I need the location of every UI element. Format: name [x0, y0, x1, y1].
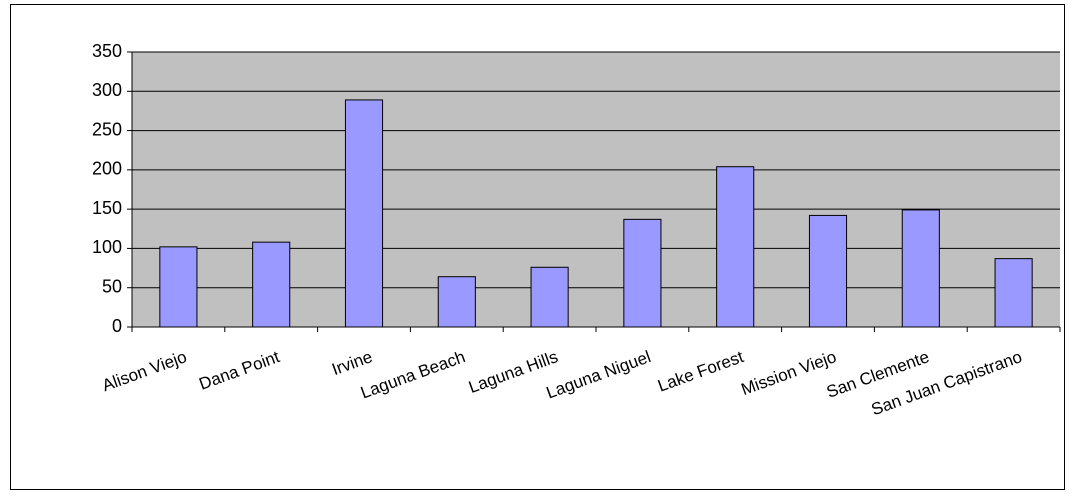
bar	[994, 258, 1033, 328]
y-tick-label: 100	[92, 237, 122, 257]
y-tick-label: 300	[92, 80, 122, 100]
y-tick-label: 50	[102, 276, 122, 296]
y-tick-label: 200	[92, 159, 122, 179]
bar	[252, 241, 291, 328]
y-tick-label: 250	[92, 119, 122, 139]
bar	[344, 99, 384, 328]
bar	[437, 276, 476, 328]
bar	[808, 214, 848, 328]
bar	[716, 166, 755, 328]
bar	[530, 266, 569, 328]
bar	[159, 246, 198, 328]
bar	[901, 209, 940, 328]
y-tick-label: 350	[92, 41, 122, 61]
y-tick-label: 0	[112, 316, 122, 336]
y-tick-label: 150	[92, 198, 122, 218]
bar	[623, 218, 662, 328]
